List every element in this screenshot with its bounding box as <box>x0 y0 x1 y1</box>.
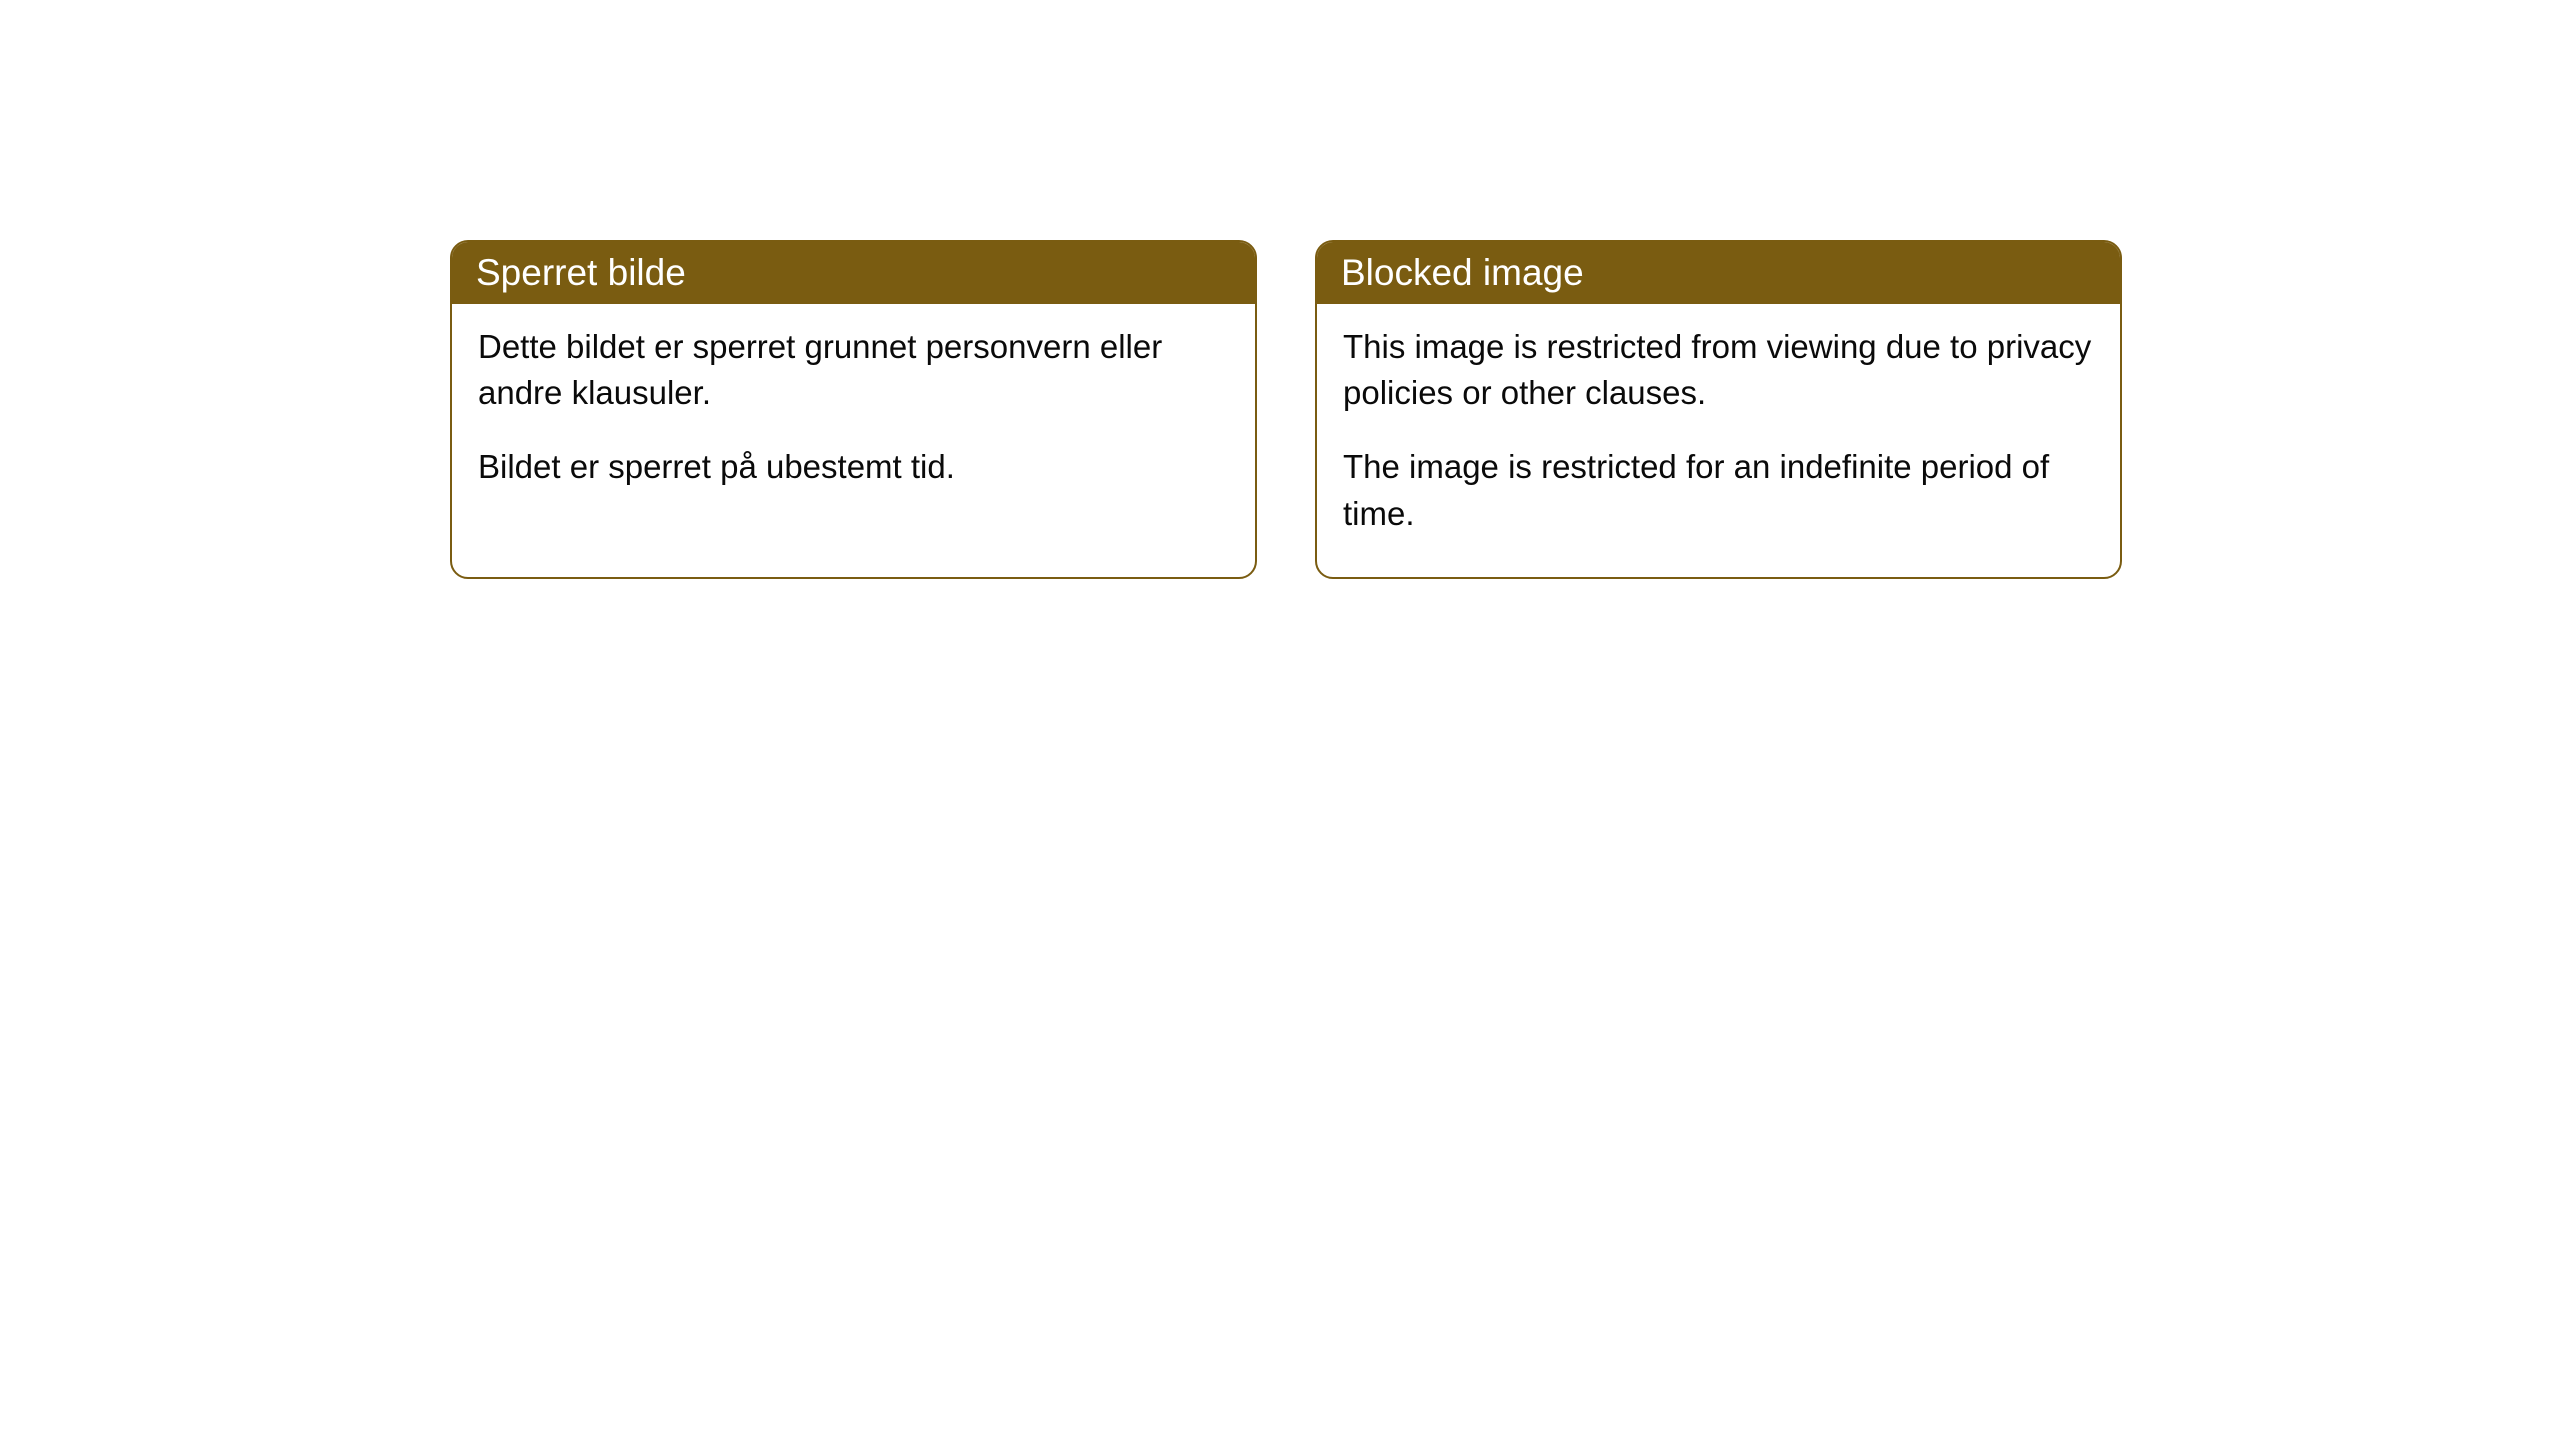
notice-paragraph: This image is restricted from viewing du… <box>1343 324 2094 416</box>
notice-title: Blocked image <box>1341 252 1584 293</box>
notice-body-english: This image is restricted from viewing du… <box>1317 304 2120 577</box>
notice-paragraph: Bildet er sperret på ubestemt tid. <box>478 444 1229 490</box>
notice-header-english: Blocked image <box>1317 242 2120 304</box>
notice-card-english: Blocked image This image is restricted f… <box>1315 240 2122 579</box>
notice-card-norwegian: Sperret bilde Dette bildet er sperret gr… <box>450 240 1257 579</box>
notice-body-norwegian: Dette bildet er sperret grunnet personve… <box>452 304 1255 531</box>
notice-header-norwegian: Sperret bilde <box>452 242 1255 304</box>
notice-title: Sperret bilde <box>476 252 686 293</box>
notice-paragraph: The image is restricted for an indefinit… <box>1343 444 2094 536</box>
notice-cards-container: Sperret bilde Dette bildet er sperret gr… <box>450 240 2122 579</box>
notice-paragraph: Dette bildet er sperret grunnet personve… <box>478 324 1229 416</box>
